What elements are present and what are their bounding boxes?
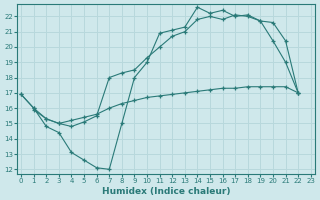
- X-axis label: Humidex (Indice chaleur): Humidex (Indice chaleur): [102, 187, 230, 196]
